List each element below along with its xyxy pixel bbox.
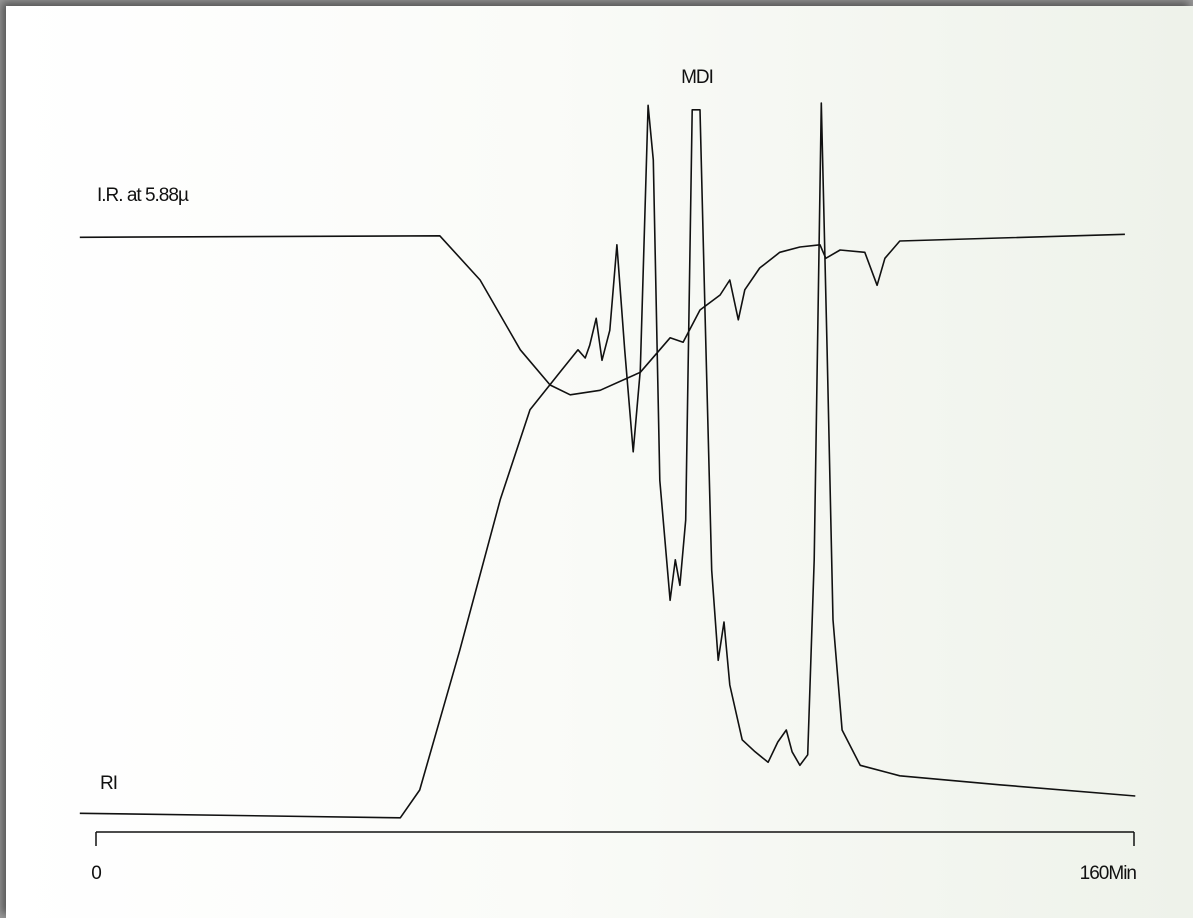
series-label: RI (100, 773, 117, 794)
frame (6, 6, 1193, 918)
annotation: MDI (681, 67, 713, 88)
x-tick-label: 160Min (1080, 863, 1137, 884)
x-tick-label: 0 (91, 863, 101, 884)
trace (79, 233, 1125, 396)
series-label: I.R. at 5.88µ (97, 185, 189, 206)
trace (79, 102, 1136, 819)
